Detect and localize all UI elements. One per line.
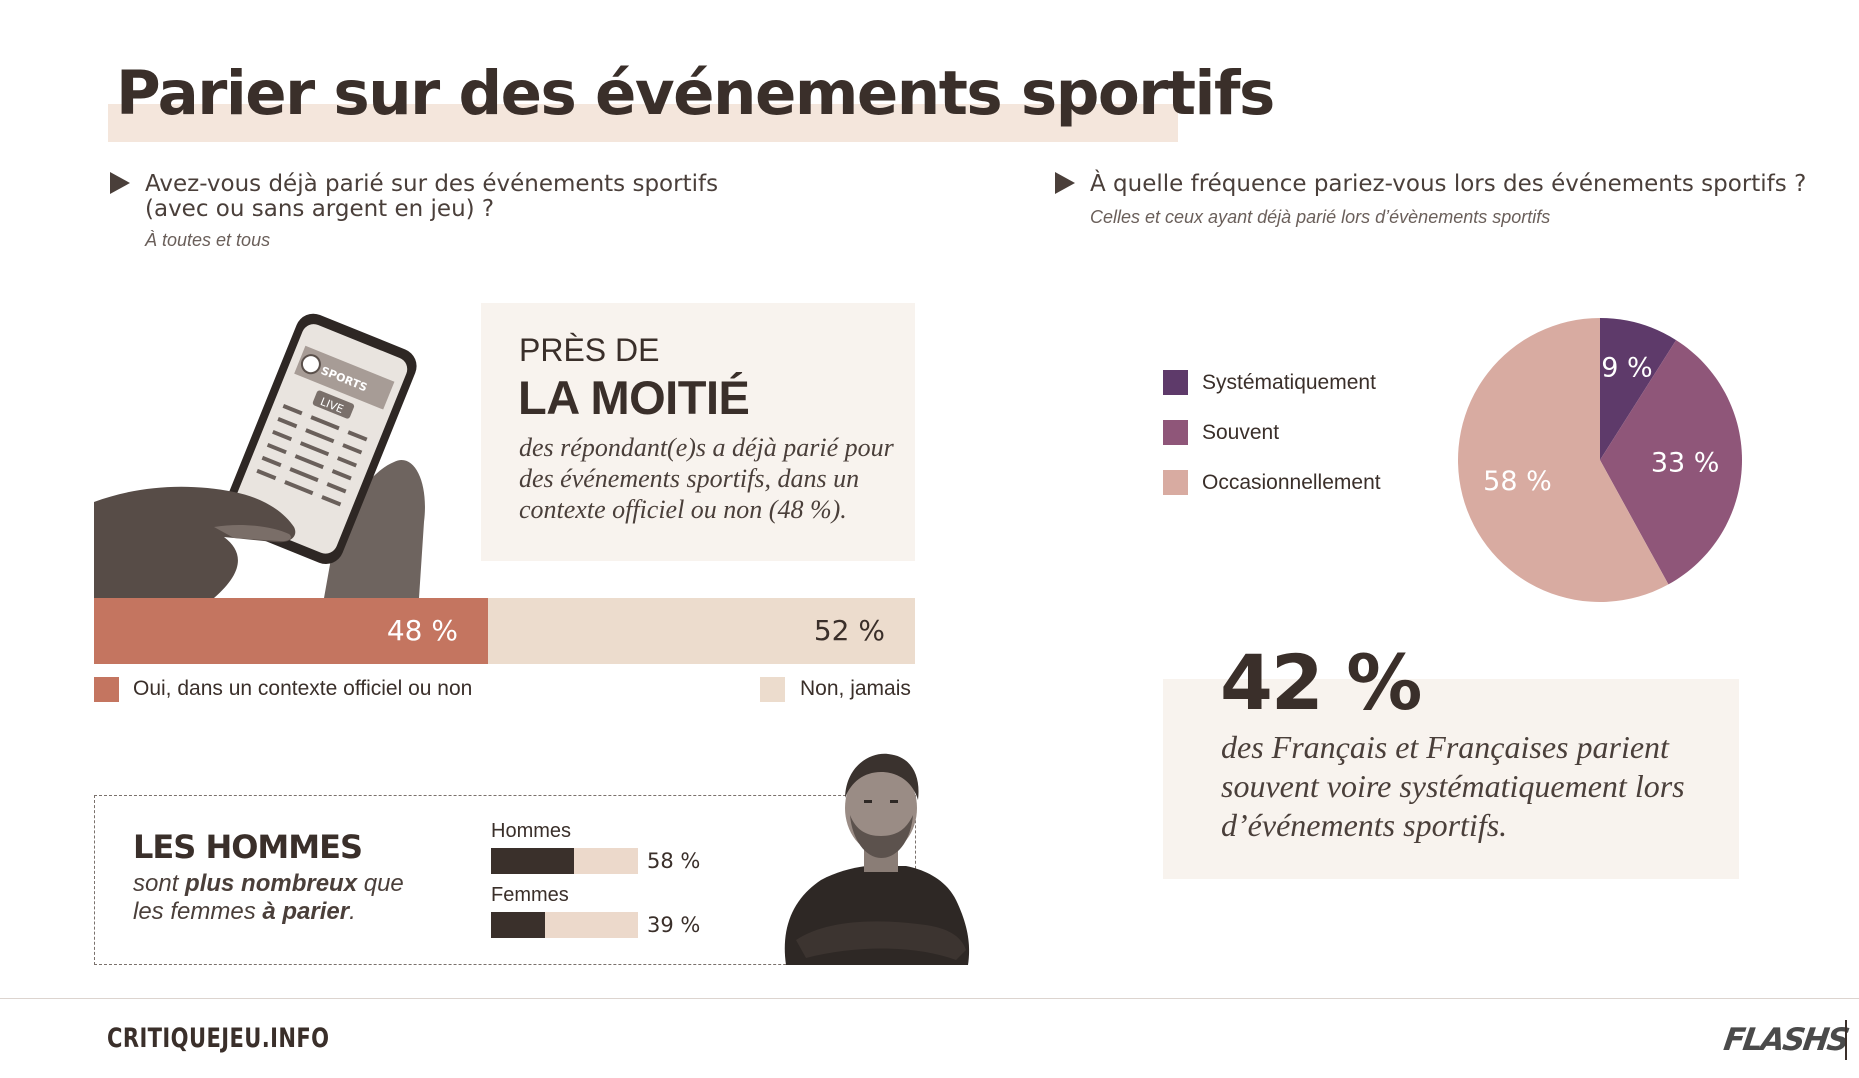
pie-legend-swatch-souvent (1163, 420, 1188, 445)
play-arrow-icon-right (1055, 172, 1075, 194)
right-question-subtitle: Celles et ceux ayant déjà parié lors d’é… (1090, 207, 1551, 227)
gender-desc-part2: que (357, 870, 404, 897)
gender-title: LES HOMMES (133, 828, 363, 866)
play-arrow-icon (110, 172, 130, 194)
title-highlight-band (108, 104, 1178, 142)
pie-legend-swatch-occasionnel (1163, 470, 1188, 495)
gender-label-femmes: Femmes (491, 884, 569, 906)
gender-desc-bold2: à parier (262, 898, 350, 925)
phone-photo: SPORTS LIVE (94, 312, 454, 598)
gender-desc-part3: les femmes (133, 898, 263, 925)
man-portrait (776, 740, 976, 965)
stat-description: des Français et Françaises parient souve… (1221, 729, 1685, 843)
pie-legend-label-systematique: Systématiquement (1202, 371, 1376, 394)
pie-legend-swatch-systematique (1163, 370, 1188, 395)
stat-value: 42 % (1220, 638, 1422, 727)
legend-label-no: Non, jamais (800, 677, 911, 700)
bar-segment-yes-label: 48 % (386, 614, 458, 647)
frequency-pie-chart: 9 % 33 % 58 % (1458, 318, 1742, 602)
yes-no-bar-chart: 48 % 52 % (94, 598, 915, 664)
bar-segment-yes: 48 % (94, 598, 488, 664)
pie-slice-systematique (1600, 318, 1677, 460)
gender-desc-part1: sont (133, 870, 186, 897)
legend-label-yes: Oui, dans un contexte officiel ou non (133, 677, 473, 700)
gender-bar-track-femmes (491, 912, 638, 938)
gender-desc-bold1: plus nombreux (185, 870, 358, 897)
footer-brand-logo: FLASHS (1721, 1022, 1851, 1058)
right-question: À quelle fréquence pariez-vous lors des … (1090, 171, 1807, 197)
pie-slice-occasionnel (1458, 318, 1669, 602)
gender-description: sont plus nombreux que les femmes à pari… (133, 870, 404, 926)
gender-bar-track-hommes (491, 848, 638, 874)
gender-value-femmes: 39 % (647, 913, 701, 937)
highlight-pre: PRÈS DE (519, 332, 660, 368)
gender-label-hommes: Hommes (491, 820, 572, 842)
footer-bar (1845, 1020, 1847, 1060)
pie-slice-souvent (1600, 340, 1742, 585)
pie-legend-label-souvent: Souvent (1202, 421, 1280, 444)
stat-box (1163, 679, 1739, 879)
pie-label-systematique: 9 % (1601, 352, 1652, 383)
highlight-main: LA MOITIÉ (518, 371, 750, 424)
highlight-box (481, 303, 915, 561)
gender-bar-femmes (491, 912, 545, 938)
left-question-line2: (avec ou sans argent en jeu) ? (145, 196, 495, 222)
pie-legend-label-occasionnel: Occasionnellement (1202, 471, 1381, 494)
left-question-subtitle: À toutes et tous (145, 230, 271, 250)
pie-label-souvent: 33 % (1651, 448, 1720, 479)
left-question: Avez-vous déjà parié sur des événements … (145, 172, 718, 222)
footer-site-logo: CRITIQUEJEU.INFO (107, 1023, 330, 1054)
pie-label-occasionnel: 58 % (1483, 466, 1552, 497)
page-title: Parier sur des événements sportifs (116, 58, 1275, 129)
bar-segment-no: 52 % (488, 598, 915, 664)
gender-value-hommes: 58 % (647, 849, 701, 873)
bar-segment-no-label: 52 % (813, 614, 885, 647)
gender-bar-hommes (491, 848, 574, 874)
gender-desc-end: . (349, 898, 356, 925)
footer-divider (0, 998, 1859, 999)
legend-swatch-no (760, 677, 785, 702)
highlight-description: des répondant(e)s a déjà parié pour des … (519, 433, 894, 524)
left-question-line1: Avez-vous déjà parié sur des événements … (145, 171, 719, 197)
legend-swatch-yes (94, 677, 119, 702)
